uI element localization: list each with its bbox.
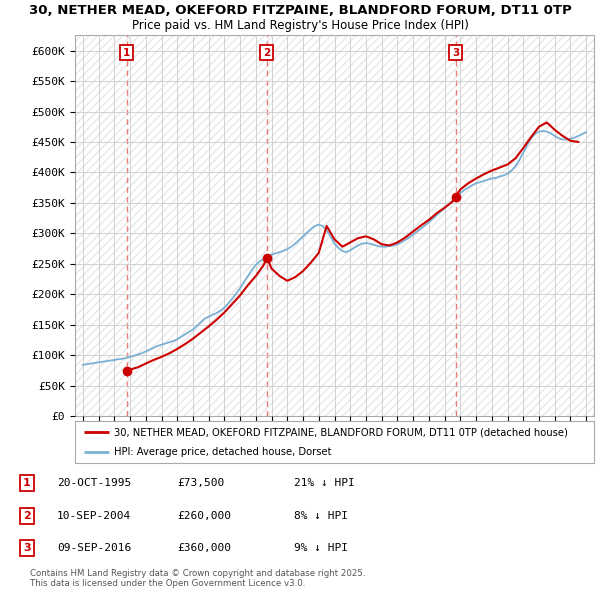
Text: 9% ↓ HPI: 9% ↓ HPI — [294, 543, 348, 553]
Text: 09-SEP-2016: 09-SEP-2016 — [57, 543, 131, 553]
Text: £360,000: £360,000 — [177, 543, 231, 553]
Text: 3: 3 — [23, 543, 31, 553]
Text: Price paid vs. HM Land Registry's House Price Index (HPI): Price paid vs. HM Land Registry's House … — [131, 19, 469, 32]
Text: 1: 1 — [123, 48, 131, 57]
Text: HPI: Average price, detached house, Dorset: HPI: Average price, detached house, Dors… — [114, 447, 331, 457]
Text: 21% ↓ HPI: 21% ↓ HPI — [294, 478, 355, 488]
Text: 3: 3 — [452, 48, 459, 57]
Text: 1: 1 — [23, 478, 31, 488]
Text: 10-SEP-2004: 10-SEP-2004 — [57, 511, 131, 520]
Text: 2: 2 — [23, 511, 31, 520]
Text: 30, NETHER MEAD, OKEFORD FITZPAINE, BLANDFORD FORUM, DT11 0TP (detached house): 30, NETHER MEAD, OKEFORD FITZPAINE, BLAN… — [114, 427, 568, 437]
Bar — [75, 35, 594, 416]
Text: Contains HM Land Registry data © Crown copyright and database right 2025.
This d: Contains HM Land Registry data © Crown c… — [30, 569, 365, 588]
Text: £260,000: £260,000 — [177, 511, 231, 520]
Text: 2: 2 — [263, 48, 271, 57]
Text: 8% ↓ HPI: 8% ↓ HPI — [294, 511, 348, 520]
Text: 20-OCT-1995: 20-OCT-1995 — [57, 478, 131, 488]
Text: £73,500: £73,500 — [177, 478, 224, 488]
Text: 30, NETHER MEAD, OKEFORD FITZPAINE, BLANDFORD FORUM, DT11 0TP: 30, NETHER MEAD, OKEFORD FITZPAINE, BLAN… — [29, 4, 571, 17]
